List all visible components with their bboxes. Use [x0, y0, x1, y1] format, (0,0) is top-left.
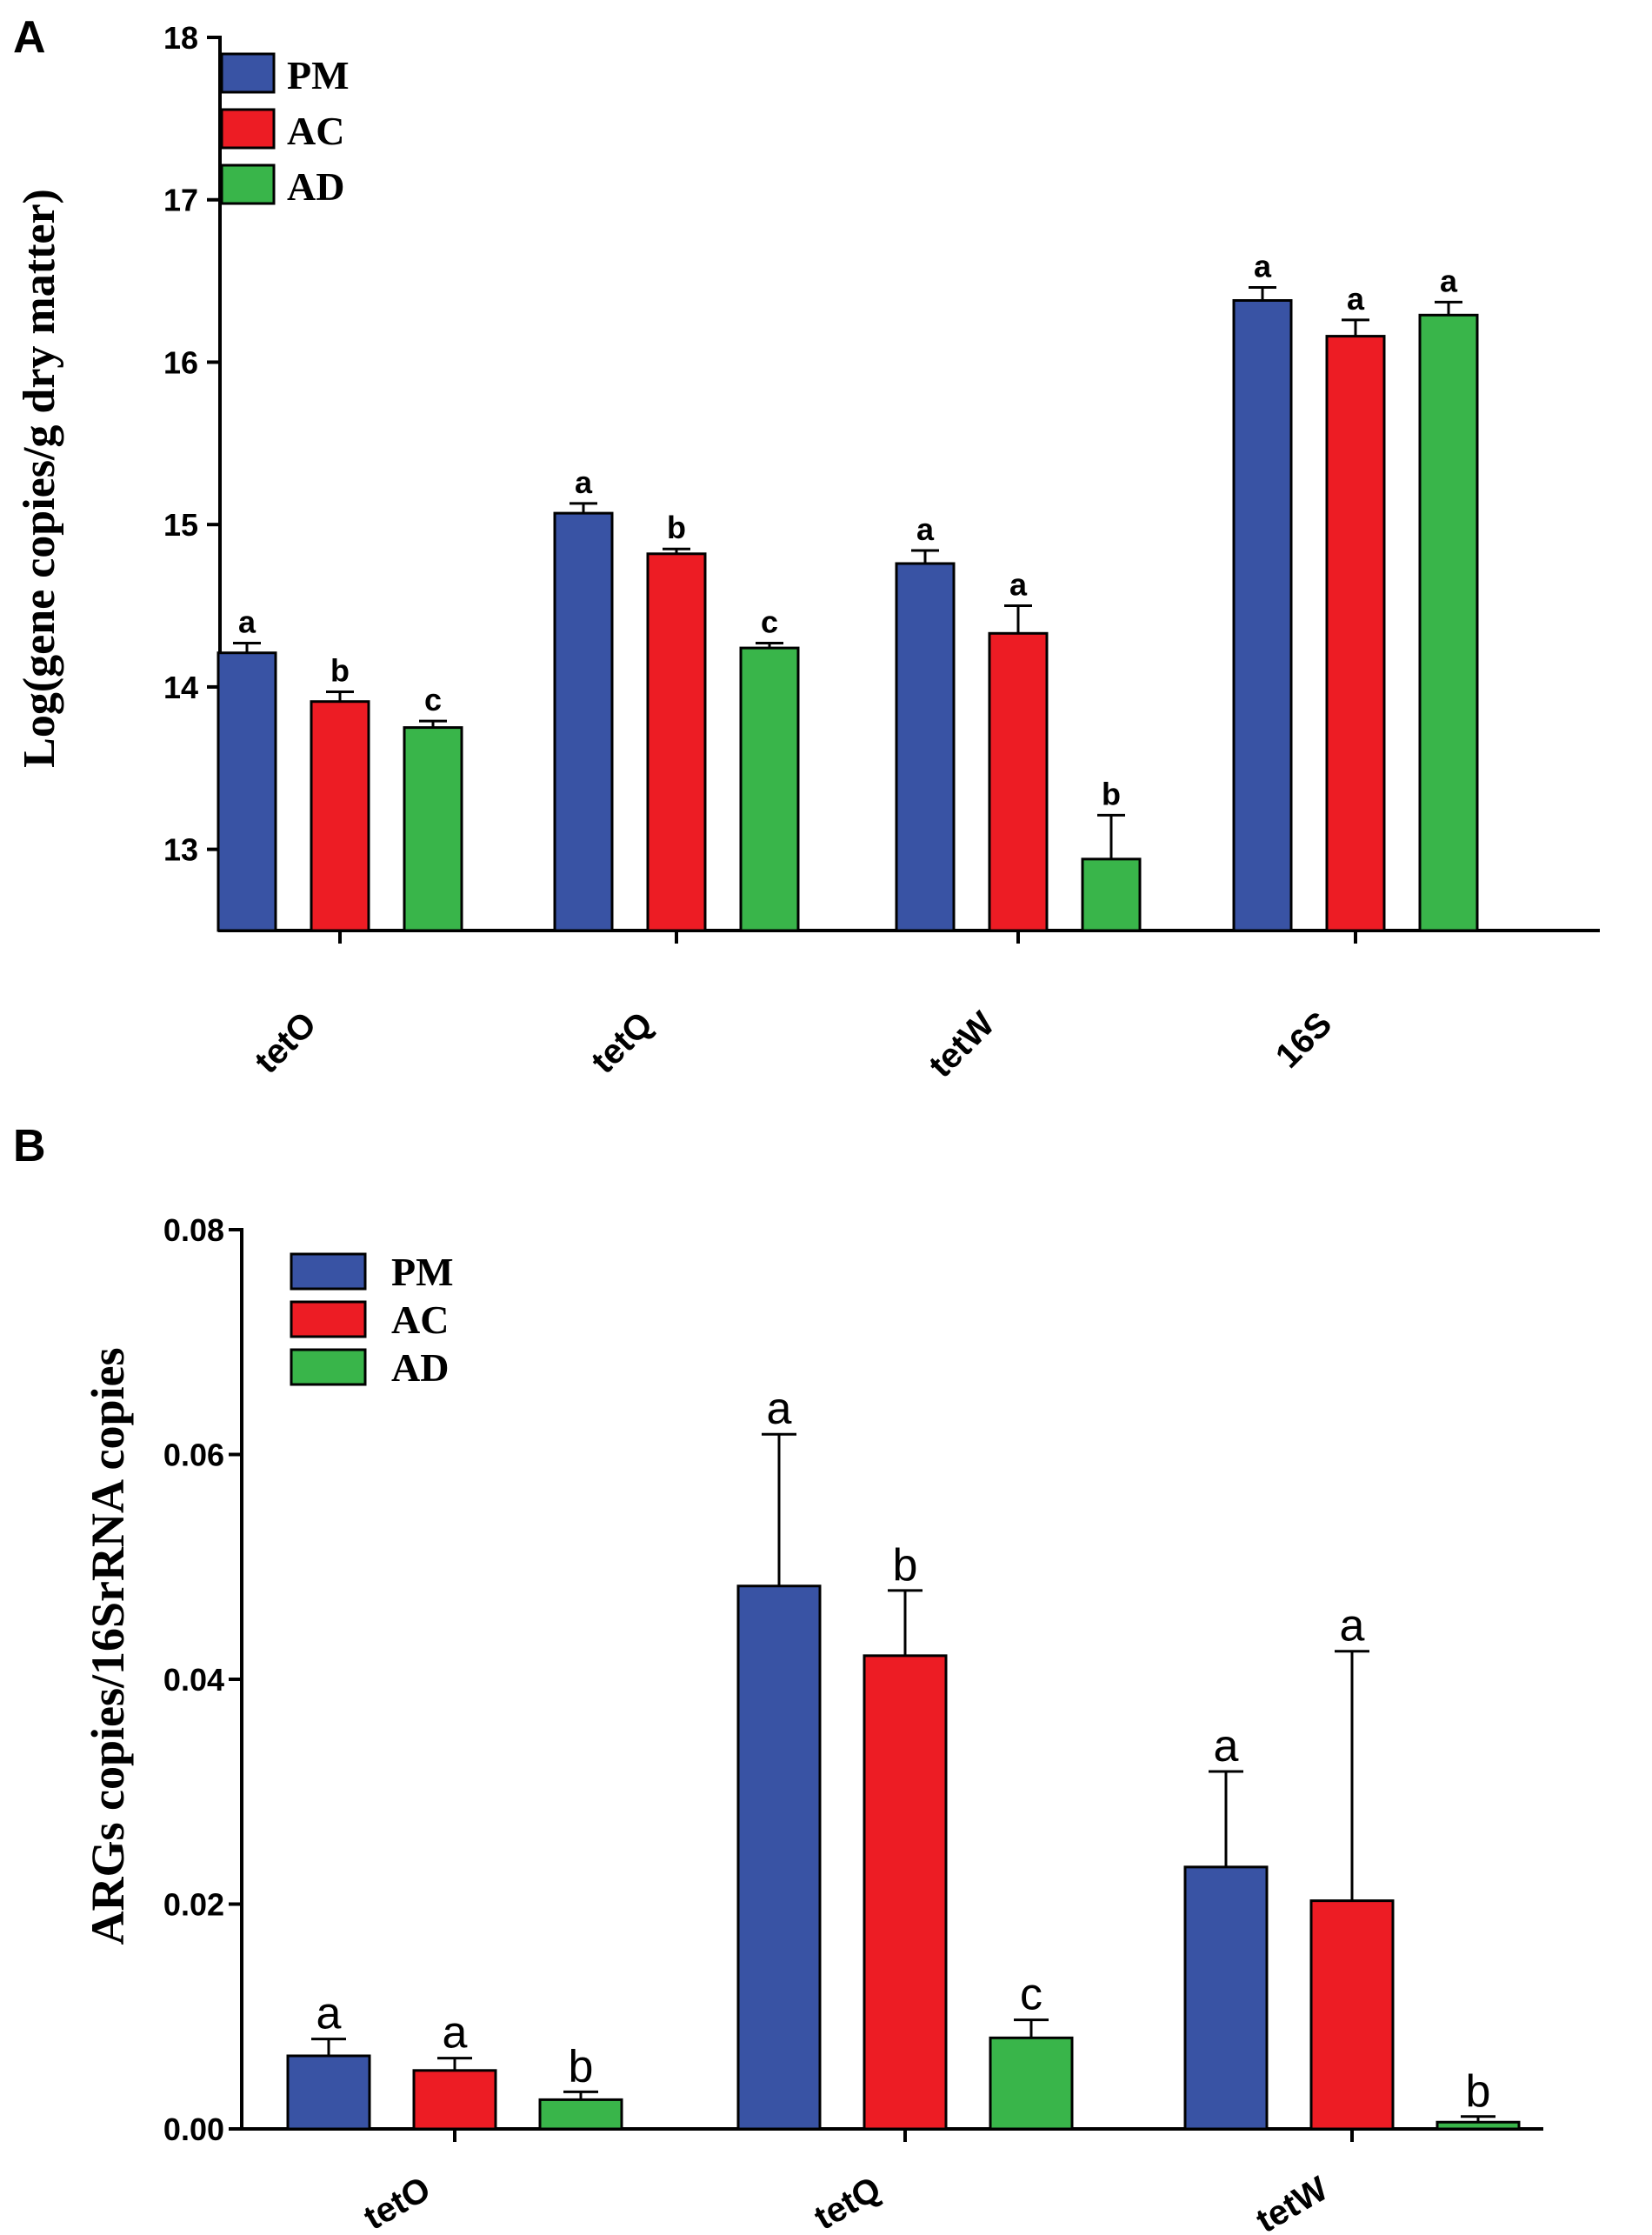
- significance-letter: a: [1254, 249, 1272, 284]
- bar-ad: [538, 2098, 623, 2131]
- significance-letter: a: [916, 511, 935, 547]
- bar-ac: [863, 1654, 948, 2131]
- bar-ac: [412, 2069, 497, 2131]
- bar-pm: [895, 562, 956, 932]
- bar-ad: [1418, 313, 1479, 932]
- legend-label-ad: AD: [391, 1345, 449, 1390]
- panel-b-letter: B: [13, 1121, 46, 1171]
- panel-a-bars: [216, 286, 1479, 932]
- significance-letter: a: [1214, 1721, 1239, 1771]
- panel-a-axes: 13 14 15 16 17 18: [163, 20, 1600, 944]
- y-tick-label: 0.08: [163, 1212, 224, 1248]
- bar-pm: [216, 651, 277, 932]
- legend-label-pm: PM: [391, 1250, 454, 1294]
- panel-b: B ARGs copies/16SrRNA copies 0.00 0.02 0.0…: [13, 1121, 1543, 2235]
- bar-ad: [989, 2036, 1074, 2131]
- legend-swatch-ac: [220, 108, 276, 150]
- y-tick-label: 13: [163, 832, 198, 868]
- y-tick-label: 0.06: [163, 1438, 224, 1473]
- panel-a-letter: A: [13, 12, 46, 63]
- significance-letter: b: [569, 2041, 594, 2092]
- bar-ad: [739, 646, 800, 932]
- y-tick-label: 18: [163, 20, 198, 56]
- significance-letter: c: [424, 682, 442, 717]
- significance-letter: a: [1440, 263, 1458, 298]
- y-tick-label: 0.04: [163, 1662, 224, 1698]
- y-tick-label: 14: [163, 670, 198, 705]
- significance-letter: a: [1340, 1601, 1365, 1651]
- significance-letter: b: [893, 1540, 918, 1591]
- bar-ad: [1436, 2120, 1521, 2131]
- significance-letter: a: [767, 1384, 792, 1434]
- legend-swatch-ad: [220, 163, 276, 205]
- significance-letter: c: [761, 604, 778, 639]
- bar-pm: [1232, 298, 1293, 932]
- bar-ac: [310, 700, 370, 932]
- significance-letter: b: [667, 510, 686, 545]
- bar-ac: [1309, 1899, 1395, 2131]
- bar-pm: [553, 511, 614, 932]
- legend-swatch-ad: [290, 1348, 367, 1386]
- significance-letter: b: [1102, 776, 1121, 811]
- bar-ad: [403, 726, 463, 932]
- panel-a-legend: PM AC AD: [220, 52, 350, 209]
- significance-letter: a: [238, 604, 256, 639]
- significance-letter: b: [1466, 2066, 1491, 2117]
- y-tick-label: 0.00: [163, 2112, 224, 2147]
- legend-label-ac: AC: [391, 1298, 449, 1342]
- significance-letter: a: [443, 2008, 468, 2058]
- panel-b-bars: [286, 1432, 1521, 2131]
- legend-swatch-pm: [220, 52, 276, 94]
- legend-label-ad: AD: [287, 164, 344, 209]
- y-tick-label: 16: [163, 344, 198, 380]
- y-tick-label: 17: [163, 183, 198, 218]
- y-tick-label: 0.02: [163, 1887, 224, 1923]
- bar-ad: [1081, 857, 1142, 932]
- legend-label-pm: PM: [287, 53, 350, 97]
- y-tick-label: 15: [163, 507, 198, 543]
- bar-pm: [1183, 1865, 1269, 2131]
- bar-pm: [286, 2054, 371, 2131]
- bar-ac: [1325, 335, 1386, 932]
- significance-letter: a: [1009, 567, 1028, 603]
- bar-ac: [646, 552, 707, 932]
- panel-b-y-axis-label: ARGs copies/16SrRNA copies: [82, 1348, 134, 1945]
- significance-letter: b: [330, 653, 350, 689]
- significance-letter: c: [1020, 1970, 1042, 2020]
- significance-letter: a: [575, 464, 593, 500]
- significance-letter: a: [316, 1989, 342, 2039]
- panel-a: A Log(gene copies/g dry matter) 13 14 15 16…: [13, 12, 1600, 1085]
- bar-pm: [736, 1585, 822, 2131]
- legend-swatch-pm: [290, 1252, 367, 1291]
- bar-ac: [988, 631, 1049, 932]
- legend-swatch-ac: [290, 1300, 367, 1338]
- panel-a-y-axis-label: Log(gene copies/g dry matter): [15, 189, 64, 768]
- legend-label-ac: AC: [287, 109, 344, 153]
- significance-letter: a: [1347, 281, 1365, 317]
